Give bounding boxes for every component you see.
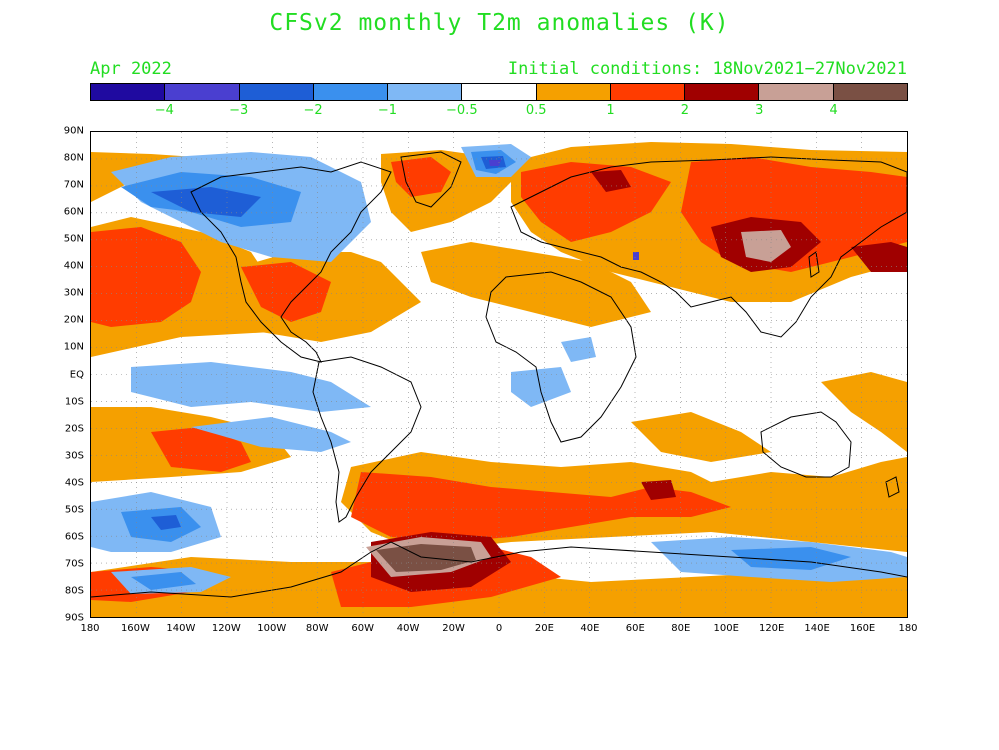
colorbar-tick-label: −4	[154, 103, 174, 118]
colorbar-tick-label: 1	[606, 103, 615, 118]
latitude-tick-label: 60N	[63, 206, 84, 218]
latitude-tick-label: 30N	[63, 287, 84, 299]
longitude-tick-label: 60E	[625, 623, 645, 634]
colorbar-swatch	[759, 84, 834, 100]
longitude-tick-label: 20E	[534, 623, 554, 634]
latitude-tick-label: 30S	[64, 450, 84, 462]
colorbar-swatch	[313, 84, 389, 100]
latitude-tick-label: 70S	[64, 558, 84, 570]
longitude-tick-label: 0	[495, 623, 503, 634]
cold-anomaly-very-strong	[489, 160, 639, 260]
latitude-tick-label: 40S	[64, 477, 84, 489]
longitude-tick-label: 140E	[804, 623, 830, 634]
longitude-tick-label: 20W	[442, 623, 465, 634]
latitude-tick-label: 10S	[64, 396, 84, 408]
longitude-tick-label: 80E	[671, 623, 691, 634]
latitude-tick-label: 50S	[64, 504, 84, 516]
colorbar-tick-label: 2	[680, 103, 690, 118]
longitude-tick-label: 60W	[351, 623, 374, 634]
colorbar-tick-label: 4	[829, 103, 838, 118]
colorbar-tick-label: −2	[303, 103, 323, 118]
colorbar-tick-label: 0.5	[525, 103, 547, 118]
latitude-tick-label: 90S	[64, 612, 84, 624]
latitude-tick-label: 80N	[63, 152, 84, 164]
longitude-tick-label: 40W	[396, 623, 420, 634]
latitude-tick-label: 80S	[64, 585, 84, 597]
colorbar-tick-label: −0.5	[446, 103, 478, 118]
colorbar-tick-label: −1	[377, 103, 398, 118]
colorbar-swatch	[388, 84, 463, 100]
latitude-tick-label: 20S	[64, 423, 84, 435]
latitude-tick-label: EQ	[69, 369, 84, 380]
colorbar-swatch	[462, 84, 537, 100]
colorbar-swatch	[610, 84, 686, 100]
longitude-tick-label: 160W	[120, 623, 150, 634]
longitude-tick-label: 80W	[305, 623, 329, 634]
latitude-tick-label: 10N	[63, 341, 84, 353]
longitude-tick-label: 180	[80, 623, 100, 634]
latitude-tick-label: 40N	[63, 260, 84, 272]
colorbar-swatch	[165, 84, 240, 100]
longitude-tick-label: 140W	[166, 623, 196, 634]
longitude-tick-label: 180	[898, 623, 918, 634]
latitude-tick-label: 70N	[63, 179, 84, 191]
map-title: CFSv2 monthly T2m anomalies (K)	[269, 10, 730, 36]
colorbar	[90, 83, 908, 101]
colorbar-tick-label: −3	[229, 103, 249, 118]
longitude-tick-label: 120E	[758, 623, 785, 634]
colorbar-swatch	[833, 84, 907, 100]
longitude-tick-label: 40E	[580, 623, 600, 634]
valid-month-label: Apr 2022	[90, 59, 172, 79]
map-panel	[90, 131, 908, 618]
latitude-tick-label: 90N	[63, 125, 84, 137]
colorbar-labels: −4 −3 −2 −1 −0.5 0.5 1 2 3 4	[90, 103, 908, 119]
longitude-tick-label: 160E	[849, 623, 876, 634]
cold-anomaly-strong	[151, 156, 506, 530]
colorbar-swatch	[685, 84, 760, 100]
anomaly-map	[91, 132, 907, 617]
colorbar-swatch	[91, 84, 166, 100]
colorbar-swatch	[536, 84, 611, 100]
longitude-tick-label: 120W	[211, 623, 241, 634]
longitude-tick-label: 100E	[713, 623, 739, 634]
longitude-tick-label: 100W	[257, 623, 287, 634]
colorbar-tick-label: 3	[755, 103, 764, 118]
latitude-tick-label: 60S	[64, 531, 84, 543]
latitude-tick-label: 50N	[63, 233, 84, 245]
initial-conditions-label: Initial conditions: 18Nov2021−27Nov2021	[507, 59, 907, 79]
latitude-tick-label: 20N	[63, 314, 84, 326]
graticule	[91, 132, 907, 617]
colorbar-swatch	[239, 84, 314, 100]
